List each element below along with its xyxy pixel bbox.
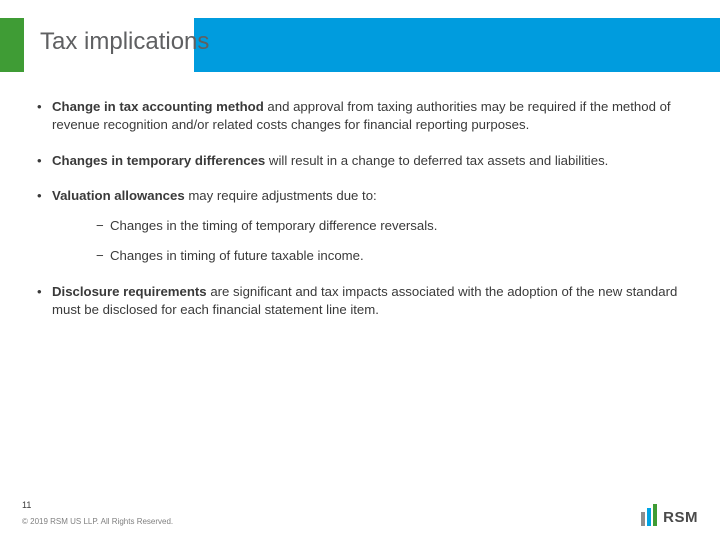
bullet-bold: Change in tax accounting method [52, 99, 264, 114]
logo-bars-icon [641, 504, 657, 526]
slide: Tax implications Change in tax accountin… [0, 0, 720, 540]
bullet-bold: Changes in temporary differences [52, 153, 265, 168]
logo-bar-grey [641, 512, 645, 526]
content-area: Change in tax accounting method and appr… [34, 98, 686, 337]
bullet-item: Change in tax accounting method and appr… [34, 98, 686, 134]
bullet-text: will result in a change to deferred tax … [265, 153, 608, 168]
sub-bullet-item: Changes in timing of future taxable inco… [52, 247, 686, 265]
logo-bar-blue [647, 508, 651, 526]
bullet-bold: Disclosure requirements [52, 284, 207, 299]
logo-text: RSM [663, 509, 698, 526]
bullet-bold: Valuation allowances [52, 188, 185, 203]
rsm-logo: RSM [641, 504, 698, 526]
bullet-item: Valuation allowances may require adjustm… [34, 187, 686, 264]
copyright-footer: © 2019 RSM US LLP. All Rights Reserved. [22, 517, 173, 526]
bullet-item: Changes in temporary differences will re… [34, 152, 686, 170]
page-number: 11 [22, 500, 31, 510]
logo-bar-green [653, 504, 657, 526]
banner-green-accent [0, 18, 24, 72]
bullet-text: may require adjustments due to: [185, 188, 377, 203]
bullet-list: Change in tax accounting method and appr… [34, 98, 686, 319]
sub-bullet-list: Changes in the timing of temporary diffe… [52, 217, 686, 265]
sub-bullet-item: Changes in the timing of temporary diffe… [52, 217, 686, 235]
slide-title: Tax implications [40, 28, 209, 56]
bullet-item: Disclosure requirements are significant … [34, 283, 686, 319]
